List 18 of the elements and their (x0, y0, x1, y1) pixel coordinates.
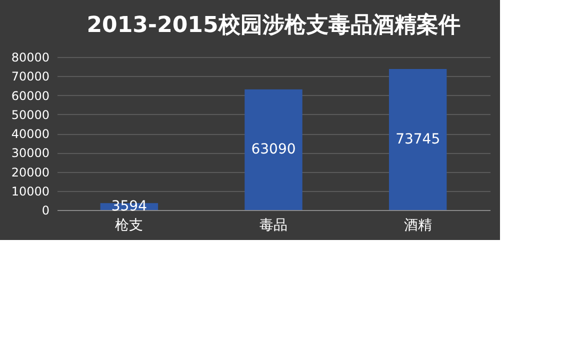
y-tick-label: 70000 (11, 70, 50, 84)
bar (244, 89, 302, 210)
y-tick-label: 60000 (11, 88, 50, 103)
data-label: 63090 (251, 142, 296, 158)
x-tick-label: 毒品 (260, 218, 288, 234)
y-tick-label: 20000 (11, 165, 50, 180)
data-label: 3594 (111, 198, 148, 215)
y-tick-label: 80000 (11, 50, 50, 64)
chart-title: 2013-2015校园涉枪支毒品酒精案件 (86, 12, 460, 38)
y-tick-label: 0 (42, 204, 50, 218)
x-tick-label: 酒精 (404, 218, 432, 234)
y-tick-label: 30000 (11, 146, 50, 160)
y-tick-label: 10000 (11, 184, 50, 198)
x-tick-label: 枪支 (115, 218, 144, 234)
bar (388, 68, 447, 210)
y-tick-label: 40000 (11, 127, 50, 141)
data-label: 73745 (396, 131, 440, 148)
y-tick-label: 50000 (11, 108, 50, 122)
